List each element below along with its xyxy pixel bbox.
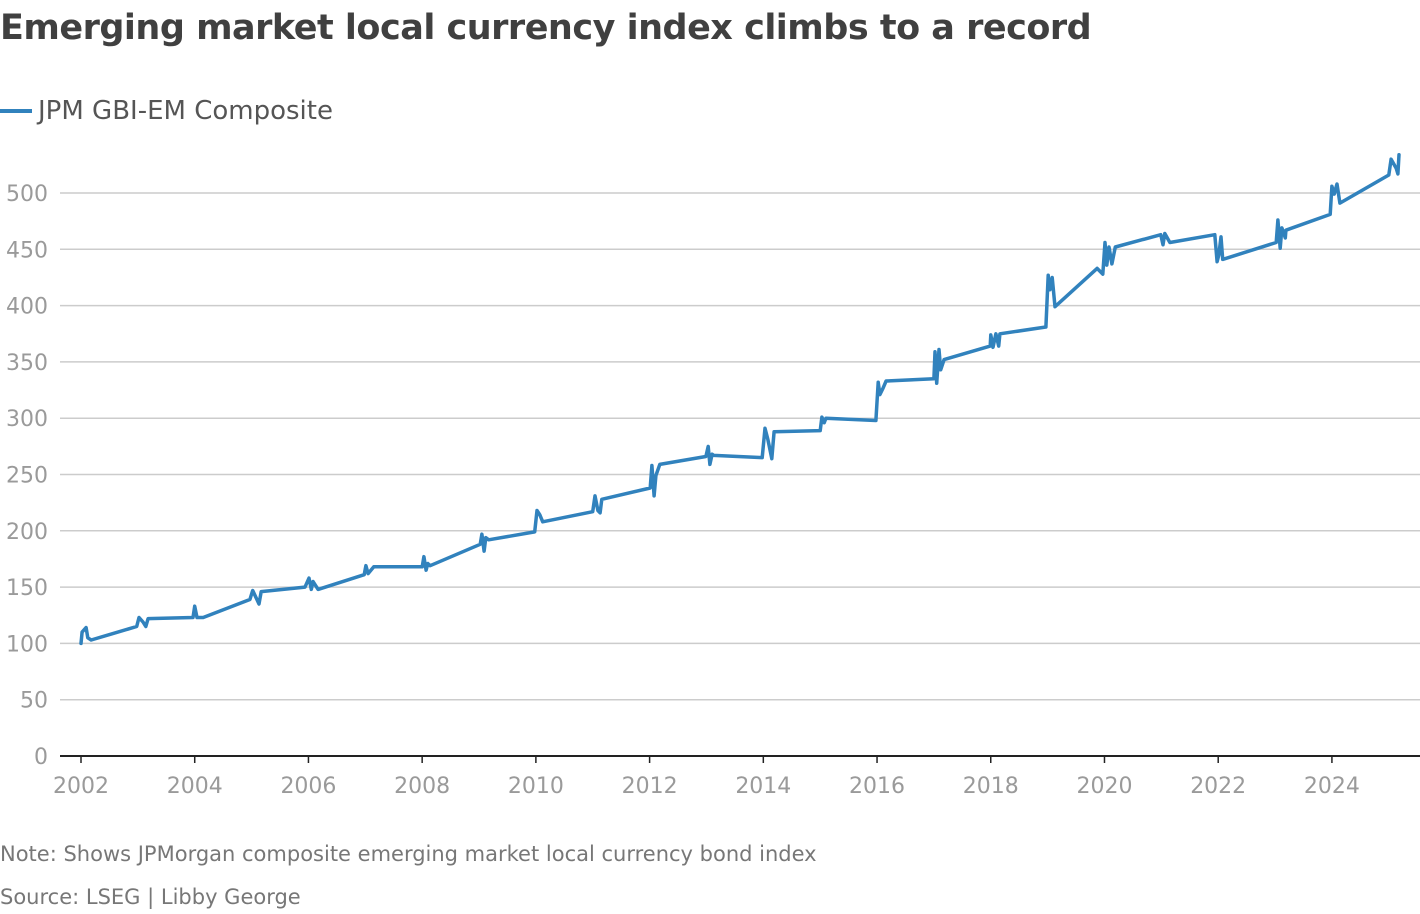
x-tick-label: 2024 (1304, 774, 1360, 799)
x-tick-label: 2002 (53, 774, 109, 799)
x-tick-label: 2020 (1076, 774, 1132, 799)
y-tick-label: 200 (6, 520, 48, 545)
footer-note: Note: Shows JPMorgan composite emerging … (0, 842, 817, 866)
x-tick-label: 2012 (622, 774, 678, 799)
x-tick-label: 2008 (394, 774, 450, 799)
y-tick-label: 0 (34, 745, 48, 770)
chart-title: Emerging market local currency index cli… (0, 8, 1092, 48)
y-tick-label: 400 (6, 295, 48, 320)
y-tick-label: 300 (6, 407, 48, 432)
y-tick-label: 150 (6, 576, 48, 601)
footer-source: Source: LSEG | Libby George (0, 885, 301, 909)
legend: JPM GBI-EM Composite (0, 96, 333, 126)
x-tick-label: 2004 (167, 774, 223, 799)
y-tick-label: 350 (6, 351, 48, 376)
x-tick-label: 2018 (963, 774, 1019, 799)
legend-swatch (0, 109, 32, 113)
y-tick-label: 250 (6, 464, 48, 489)
x-tick-label: 2016 (849, 774, 905, 799)
x-tick-label: 2022 (1190, 774, 1246, 799)
legend-label: JPM GBI-EM Composite (38, 96, 333, 126)
y-tick-label: 50 (20, 689, 48, 714)
x-tick-label: 2006 (280, 774, 336, 799)
y-tick-label: 100 (6, 632, 48, 657)
series-line (79, 152, 1401, 646)
x-tick-label: 2010 (508, 774, 564, 799)
y-tick-label: 500 (6, 182, 48, 207)
y-tick-label: 450 (6, 238, 48, 263)
x-tick-label: 2014 (735, 774, 791, 799)
